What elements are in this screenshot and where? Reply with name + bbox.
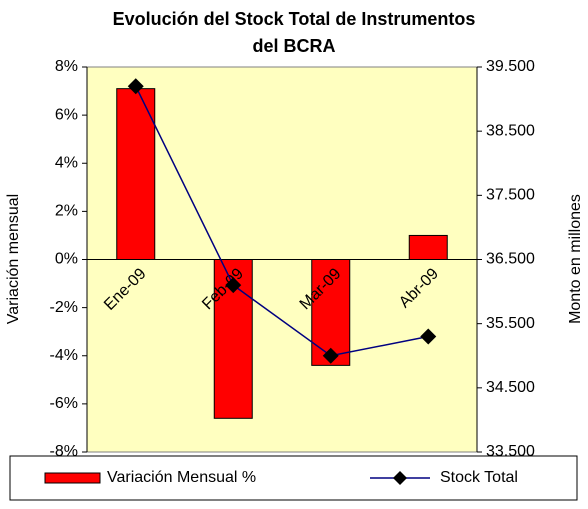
y-tick-label: 2% [55,203,78,220]
y2-tick-label: 33.500 [486,443,535,460]
y-tick-label: -4% [50,347,78,364]
marker [127,78,144,95]
legend-label: Variación Mensual % [107,469,256,486]
marker [322,347,339,364]
bar [311,259,351,366]
y2-axis-title: Monto en millones [567,194,584,324]
y-tick-label: 6% [55,106,78,123]
chart-title: del BCRA [252,36,335,56]
y-tick-label: 0% [55,251,78,268]
bar [408,234,448,260]
chart-title: Evolución del Stock Total de Instrumento… [113,9,476,29]
marker [225,277,242,294]
y-tick-label: -2% [50,299,78,316]
y-tick-label: -8% [50,443,78,460]
y2-tick-label: 37.500 [486,187,535,204]
y-tick-label: -6% [50,395,78,412]
y2-tick-label: 36.500 [486,251,535,268]
y-tick-label: 8% [55,58,78,75]
y-axis-title: Variación mensual [5,194,22,324]
legend-swatch [393,471,407,485]
y2-tick-label: 39.500 [486,58,535,75]
y-tick-label: 4% [55,154,78,171]
y2-tick-label: 34.500 [486,379,535,396]
y2-tick-label: 38.500 [486,122,535,139]
legend [9,455,578,501]
marker [420,328,437,345]
legend-swatch [44,472,101,484]
line [135,85,429,357]
y2-tick-label: 35.500 [486,315,535,332]
legend-label: Stock Total [440,469,518,486]
